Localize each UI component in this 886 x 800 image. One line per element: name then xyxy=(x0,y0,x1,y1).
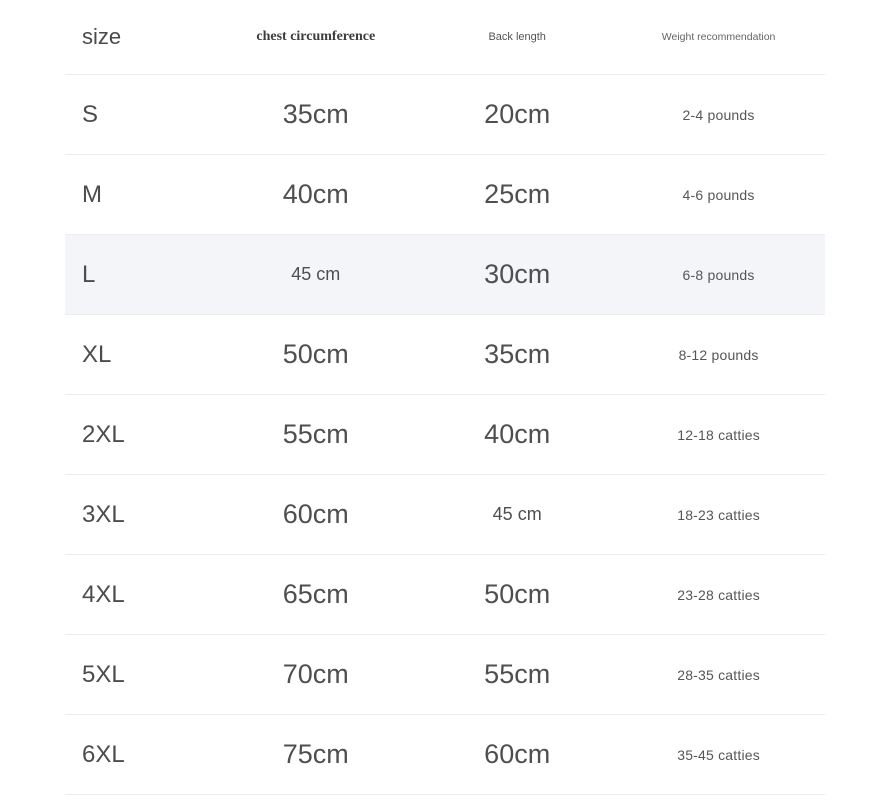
size-cell: M xyxy=(82,180,102,208)
chest-circumference-cell: 65cm xyxy=(282,579,349,609)
chest-circumference-cell: 35cm xyxy=(282,99,349,129)
table-row: S 35cm 20cm 2-4 pounds xyxy=(65,75,825,155)
weight-recommendation-cell: 23-28 catties xyxy=(677,586,760,603)
back-length-cell: 30cm xyxy=(484,259,551,289)
size-cell: XL xyxy=(82,340,112,368)
size-cell: 6XL xyxy=(82,740,125,768)
table-row: L 45 cm 30cm 6-8 pounds xyxy=(65,235,825,315)
weight-recommendation-cell: 35-45 catties xyxy=(677,746,760,763)
chest-circumference-cell: 40cm xyxy=(282,179,349,209)
table-header-row: size chest circumference Back length Wei… xyxy=(65,0,825,75)
back-length-cell: 55cm xyxy=(484,659,551,689)
weight-recommendation-cell: 2-4 pounds xyxy=(682,106,755,123)
chest-circumference-cell: 75cm xyxy=(282,739,349,769)
column-header-weight-recommendation: Weight recommendation xyxy=(661,31,776,43)
chest-circumference-cell: 45 cm xyxy=(291,264,341,284)
weight-recommendation-cell: 8-12 pounds xyxy=(678,346,759,363)
weight-recommendation-cell: 28-35 catties xyxy=(677,666,760,683)
back-length-cell: 40cm xyxy=(484,419,551,449)
size-cell: 4XL xyxy=(82,580,125,608)
table-row: 2XL 55cm 40cm 12-18 catties xyxy=(65,395,825,475)
table-row: M 40cm 25cm 4-6 pounds xyxy=(65,155,825,235)
weight-recommendation-cell: 4-6 pounds xyxy=(682,186,755,203)
column-header-size: size xyxy=(82,24,122,49)
size-cell: S xyxy=(82,100,99,128)
back-length-cell: 20cm xyxy=(484,99,551,129)
table-row: 3XL 60cm 45 cm 18-23 catties xyxy=(65,475,825,555)
chest-circumference-cell: 60cm xyxy=(282,499,349,529)
table-row: 6XL 75cm 60cm 35-45 catties xyxy=(65,715,825,795)
column-header-chest-circumference: chest circumference xyxy=(256,29,376,44)
back-length-cell: 25cm xyxy=(484,179,551,209)
size-cell: 5XL xyxy=(82,660,125,688)
table-row: 5XL 70cm 55cm 28-35 catties xyxy=(65,635,825,715)
size-cell: L xyxy=(82,260,96,288)
weight-recommendation-cell: 12-18 catties xyxy=(677,426,760,443)
size-cell: 2XL xyxy=(82,420,125,448)
chest-circumference-cell: 70cm xyxy=(282,659,349,689)
size-chart-table: size chest circumference Back length Wei… xyxy=(65,0,825,795)
weight-recommendation-cell: 6-8 pounds xyxy=(682,266,755,283)
chest-circumference-cell: 55cm xyxy=(282,419,349,449)
back-length-cell: 60cm xyxy=(484,739,551,769)
back-length-cell: 35cm xyxy=(484,339,551,369)
back-length-cell: 50cm xyxy=(484,579,551,609)
back-length-cell: 45 cm xyxy=(492,504,542,524)
table-body: S 35cm 20cm 2-4 pounds M 40cm 25cm 4-6 p… xyxy=(65,75,825,795)
chest-circumference-cell: 50cm xyxy=(282,339,349,369)
table-row: 4XL 65cm 50cm 23-28 catties xyxy=(65,555,825,635)
column-header-back-length: Back length xyxy=(488,31,546,43)
table-row: XL 50cm 35cm 8-12 pounds xyxy=(65,315,825,395)
size-cell: 3XL xyxy=(82,500,125,528)
weight-recommendation-cell: 18-23 catties xyxy=(677,506,760,523)
